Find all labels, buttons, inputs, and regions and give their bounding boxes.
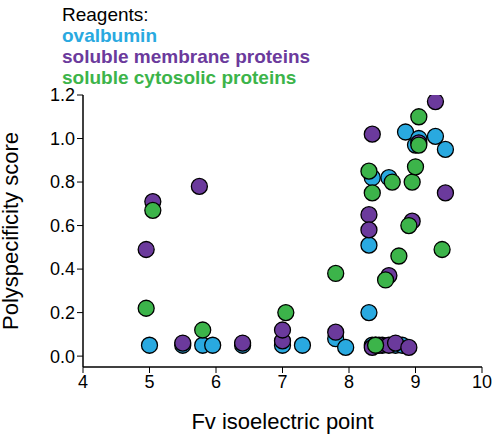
- svg-text:Polyspecificity score: Polyspecificity score: [8, 132, 23, 330]
- svg-text:Fv isoelectric point: Fv isoelectric point: [191, 409, 373, 434]
- svg-text:4: 4: [78, 372, 88, 392]
- svg-text:6: 6: [211, 372, 221, 392]
- svg-text:0.0: 0.0: [50, 347, 75, 367]
- svg-text:0.4: 0.4: [50, 259, 75, 279]
- svg-text:0.2: 0.2: [50, 303, 75, 323]
- svg-text:1.0: 1.0: [50, 129, 75, 149]
- svg-text:9: 9: [410, 372, 420, 392]
- svg-text:10: 10: [472, 372, 492, 392]
- svg-text:0.8: 0.8: [50, 172, 75, 192]
- svg-text:1.2: 1.2: [50, 85, 75, 105]
- svg-text:5: 5: [144, 372, 154, 392]
- html-text:ovalbumin: ovalbumin: [62, 25, 157, 46]
- svg-text:7: 7: [277, 372, 287, 392]
- html-text:soluble membrane proteins: soluble membrane proteins: [62, 46, 311, 67]
- html-text:Reagents:: Reagents:: [62, 4, 149, 25]
- html-text:soluble cytosolic proteins: soluble cytosolic proteins: [62, 67, 297, 88]
- svg-text:8: 8: [344, 372, 354, 392]
- svg-text:0.6: 0.6: [50, 216, 75, 236]
